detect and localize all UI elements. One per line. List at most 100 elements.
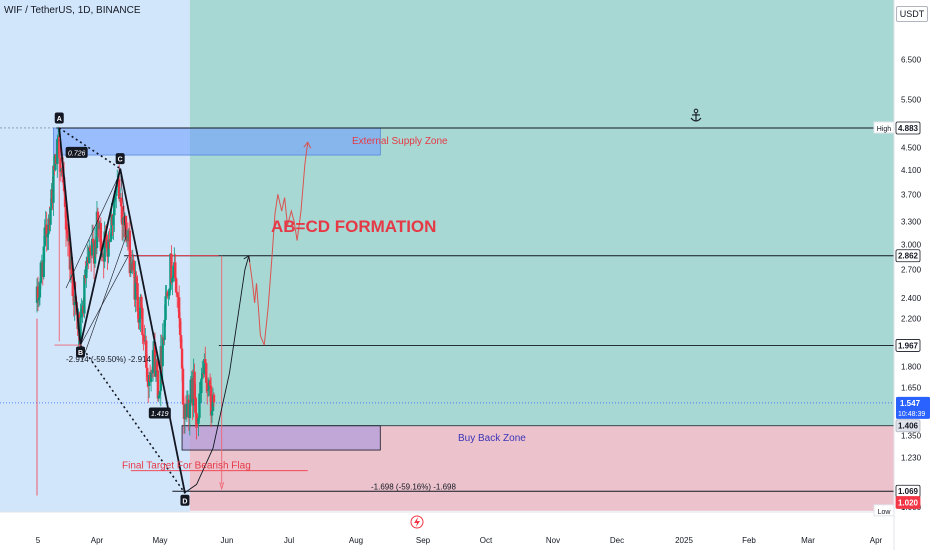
- time-tick-label: Jul: [284, 536, 294, 545]
- currency-label[interactable]: USDT: [896, 6, 928, 22]
- candle-body: [88, 247, 92, 252]
- current-price-value: 1.547: [900, 399, 921, 408]
- candle-body: [37, 297, 41, 301]
- price-label-box: [895, 419, 921, 433]
- candle-body: [151, 350, 155, 374]
- candle-body: [68, 238, 72, 270]
- price-label-support-1406[interactable]: 1.406: [895, 419, 921, 433]
- final-target-label: Final Target For Bearish Flag: [122, 461, 251, 472]
- event-flash-icon[interactable]: [410, 515, 424, 529]
- pattern-point-badge: [76, 346, 86, 358]
- price-label-support-1069[interactable]: 1.069: [895, 484, 921, 498]
- pattern-point-label: B: [78, 350, 83, 357]
- buy-back-zone[interactable]: [181, 425, 381, 451]
- scale-side-label-high: High: [873, 121, 895, 134]
- candle-body: [52, 165, 55, 203]
- flag-lower-line: [80, 256, 129, 346]
- time-tick-label: 2025: [675, 536, 693, 545]
- fib-ratio-label: 0.726: [65, 146, 88, 158]
- candle-body: [134, 277, 137, 300]
- price-tick-label: 3.000: [901, 240, 922, 249]
- price-label-box: [895, 121, 921, 135]
- candle-body: [93, 240, 97, 264]
- candle-body: [60, 168, 64, 173]
- candle-body: [156, 370, 160, 399]
- candle-body: [180, 348, 184, 369]
- candle-body: [149, 372, 153, 382]
- ab-measure-label: -2.914 (-59.50%) -2.914: [66, 355, 151, 364]
- pattern-layer: [54, 127, 312, 494]
- candle-body: [181, 368, 185, 405]
- time-axis-background: [0, 512, 894, 550]
- price-label-high-line[interactable]: 4.883: [895, 121, 921, 135]
- candle-body: [85, 266, 88, 279]
- candle-body: [103, 231, 106, 262]
- candle-body: [208, 380, 212, 386]
- current-price-label[interactable]: 1.547 10:48:39: [896, 396, 930, 419]
- candle-body: [167, 295, 170, 297]
- price-scale[interactable]: 6.500 5.500 4.500 4.100 3.700 3.300 3.000 2.700…: [873, 0, 932, 550]
- pattern-point-b[interactable]: B: [76, 346, 86, 358]
- price-label-box: [895, 496, 921, 509]
- price-label-box: [895, 339, 921, 352]
- scale-side-label-low: Low: [873, 504, 895, 517]
- time-tick-label: May: [152, 536, 167, 545]
- price-tick-label: 5.500: [901, 96, 922, 105]
- candle-body: [205, 382, 209, 391]
- candle-body: [83, 275, 86, 314]
- price-tick-label: 1.650: [901, 383, 922, 392]
- time-tick-label: Aug: [349, 536, 363, 545]
- candle-body: [80, 309, 83, 318]
- time-tick-label: Apr: [870, 536, 883, 545]
- background-layer: [0, 0, 894, 550]
- current-price-box: [896, 396, 930, 419]
- candle-body: [164, 296, 167, 320]
- candle-body: [137, 311, 140, 323]
- candle-body: [177, 297, 181, 319]
- pattern-point-c[interactable]: C: [115, 153, 125, 165]
- time-tick-label: Nov: [546, 536, 560, 545]
- price-label-resistance-2862[interactable]: 2.862: [895, 249, 921, 263]
- curve-arrow-head: [243, 255, 251, 262]
- candle-body: [119, 197, 123, 207]
- candle-body: [145, 340, 148, 368]
- price-tick-label: 1.800: [901, 363, 922, 372]
- time-tick-label: Sep: [416, 536, 431, 545]
- time-tick-label: Feb: [742, 536, 756, 545]
- candle-body: [205, 363, 208, 383]
- candle-body: [56, 139, 59, 164]
- forecast-target-area: [189, 0, 894, 426]
- flag-upper-line: [65, 172, 121, 289]
- candle-body: [176, 292, 179, 295]
- lightning-icon: [414, 517, 420, 527]
- external-supply-zone[interactable]: [53, 127, 381, 156]
- price-label-resistance-1967[interactable]: 1.967: [895, 339, 921, 352]
- price-tick-label: 4.100: [901, 166, 922, 175]
- time-tick-label: Apr: [91, 536, 104, 545]
- candle-body: [153, 342, 157, 377]
- price-label-final-target[interactable]: 1.020: [895, 496, 921, 509]
- candle-body: [107, 239, 110, 257]
- candle-body: [166, 292, 169, 297]
- price-tick-label: 2.200: [901, 315, 922, 324]
- candle-body: [95, 211, 99, 249]
- candle-body: [176, 294, 180, 298]
- fib-ratio-text: 0.726: [68, 150, 86, 157]
- candle-body: [45, 224, 48, 238]
- candle-body: [42, 246, 45, 278]
- price-tick-label: 2.700: [901, 266, 922, 275]
- candle-body: [211, 394, 215, 411]
- pattern-point-a[interactable]: A: [54, 112, 64, 124]
- pattern-point-d[interactable]: D: [180, 494, 190, 506]
- anchor-ring: [693, 108, 699, 114]
- candle-body: [47, 218, 50, 235]
- reversal-curve: [183, 255, 250, 494]
- time-axis[interactable]: 5 Apr May Jun Jul Aug Sep Oct Nov Dec 2025 Feb Mar Ap…: [36, 515, 883, 545]
- buy-back-zone-label: Buy Back Zone: [458, 433, 526, 444]
- candle-body: [146, 367, 149, 378]
- candle-body: [201, 373, 204, 379]
- candle-body: [163, 319, 166, 340]
- candle-body: [105, 234, 108, 248]
